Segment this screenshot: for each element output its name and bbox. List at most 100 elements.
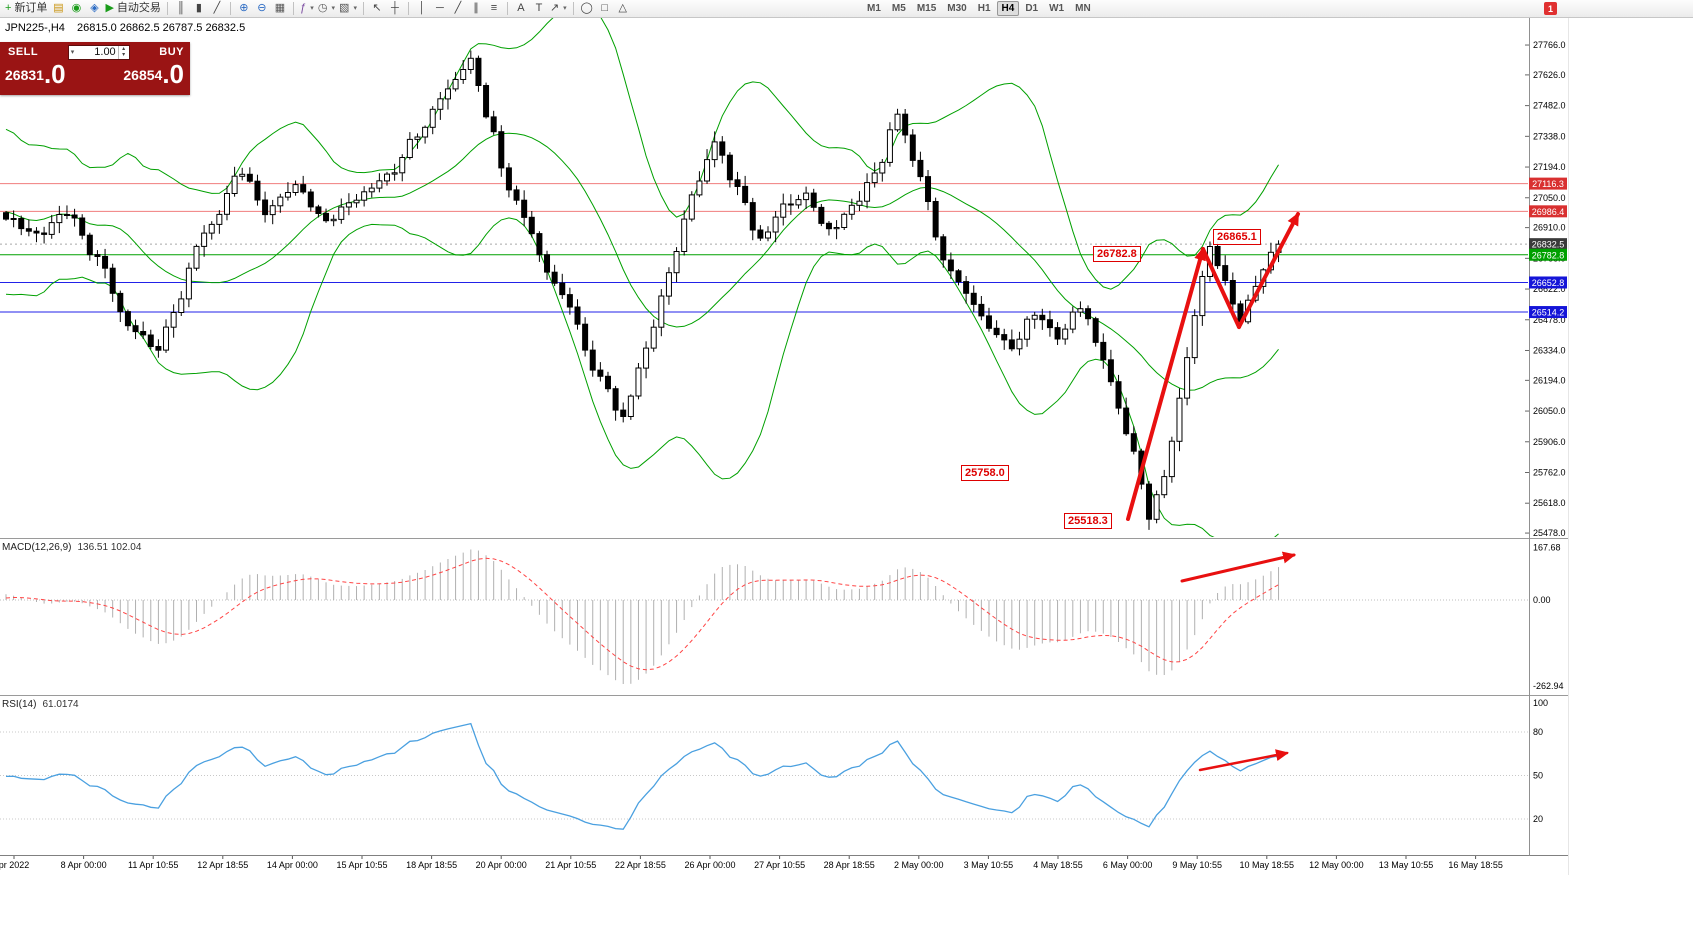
svg-text:27626.0: 27626.0 xyxy=(1533,70,1566,80)
volume-down-icon[interactable]: ▾ xyxy=(122,52,126,58)
svg-text:28 Apr 18:55: 28 Apr 18:55 xyxy=(824,860,875,870)
buy-price-big: .0 xyxy=(162,59,184,89)
toolbar-separator xyxy=(572,2,574,15)
tf-button-h1[interactable]: H1 xyxy=(977,3,991,14)
sell-button[interactable]: SELL xyxy=(8,46,39,58)
toolbar-separator xyxy=(166,2,168,15)
buy-button[interactable]: BUY xyxy=(159,46,184,58)
triangle-tool-button[interactable]: △ xyxy=(614,1,632,17)
zoom-out-button[interactable]: ⊖ xyxy=(253,1,271,17)
auto-trading-button[interactable]: ▶ 自动交易 xyxy=(103,1,162,17)
svg-text:26910.0: 26910.0 xyxy=(1533,223,1566,233)
sell-price-big: .0 xyxy=(43,59,66,89)
tf-button-w1[interactable]: W1 xyxy=(1049,3,1065,14)
text-icon: A xyxy=(517,2,525,14)
zoom-in-button[interactable]: ⊕ xyxy=(235,1,253,17)
notification-badge[interactable]: 1 xyxy=(1544,2,1557,15)
arrow-icon: ↗ xyxy=(549,2,560,14)
market-watch-button[interactable]: ▤ xyxy=(49,1,67,17)
svg-text:9 May 10:55: 9 May 10:55 xyxy=(1172,860,1222,870)
tf-button-mn[interactable]: MN xyxy=(1075,3,1091,14)
svg-text:-262.94: -262.94 xyxy=(1533,681,1564,691)
rectangle-icon: □ xyxy=(601,2,609,14)
rsi-name: RSI(14) xyxy=(2,699,37,710)
templates-button[interactable]: ▧ ▾ xyxy=(337,1,359,17)
horizontal-line-icon: ─ xyxy=(436,2,444,14)
svg-text:2 May 00:00: 2 May 00:00 xyxy=(894,860,944,870)
svg-text:10 May 18:55: 10 May 18:55 xyxy=(1240,860,1295,870)
auto-trading-label: 自动交易 xyxy=(116,2,161,14)
svg-text:26 Apr 00:00: 26 Apr 00:00 xyxy=(684,860,735,870)
navigator-button[interactable]: ◉ xyxy=(67,1,85,17)
buy-price-main: 26854 xyxy=(123,67,163,83)
buy-price[interactable]: 26854 .0 xyxy=(123,59,184,89)
tf-button-m5[interactable]: M5 xyxy=(891,3,906,14)
svg-text:12 Apr 18:55: 12 Apr 18:55 xyxy=(197,860,248,870)
line-chart-button[interactable]: ╱ xyxy=(208,1,226,17)
templates-icon: ▧ xyxy=(339,2,350,14)
price-annotation[interactable]: 25518.3 xyxy=(1064,513,1112,529)
chart-symbol-label: JPN225-,H4 26815.0 26862.5 26787.5 26832… xyxy=(5,22,245,34)
rectangle-tool-button[interactable]: □ xyxy=(596,1,614,17)
arrow-tool-button[interactable]: ↗ ▾ xyxy=(548,1,569,17)
svg-text:26194.0: 26194.0 xyxy=(1533,375,1566,385)
ellipse-icon: ◯ xyxy=(580,2,593,14)
vertical-line-tool-button[interactable]: │ xyxy=(413,1,431,17)
fibonacci-icon: ≡ xyxy=(490,2,498,14)
tf-button-m1[interactable]: M1 xyxy=(867,3,881,14)
svg-text:14 Apr 00:00: 14 Apr 00:00 xyxy=(267,860,318,870)
vertical-line-icon: │ xyxy=(418,2,426,14)
bar-chart-icon: ║ xyxy=(177,2,185,14)
tile-windows-button[interactable]: ▦ xyxy=(271,1,289,17)
crosshair-tool-button[interactable]: ┼ xyxy=(386,1,404,17)
text-tool-button[interactable]: A xyxy=(512,1,530,17)
candlestick-icon: ▮ xyxy=(195,2,202,14)
volume-stepper[interactable]: ▾ 1.00 ▴ ▾ xyxy=(67,44,130,60)
svg-text:26832.5: 26832.5 xyxy=(1532,240,1565,250)
fibonacci-tool-button[interactable]: ≡ xyxy=(485,1,503,17)
bar-chart-button[interactable]: ║ xyxy=(172,1,190,17)
svg-text:16 May 18:55: 16 May 18:55 xyxy=(1448,860,1503,870)
svg-text:27050.0: 27050.0 xyxy=(1533,193,1566,203)
svg-text:26050.0: 26050.0 xyxy=(1533,406,1566,416)
market-watch-icon: ▤ xyxy=(53,2,64,14)
svg-text:27194.0: 27194.0 xyxy=(1533,162,1566,172)
volume-spinner: ▴ ▾ xyxy=(117,45,129,59)
price-annotation[interactable]: 26865.1 xyxy=(1213,229,1261,245)
price-annotation[interactable]: 25758.0 xyxy=(961,465,1009,481)
sell-price[interactable]: 26831 .0 xyxy=(5,59,66,89)
tf-button-m15[interactable]: M15 xyxy=(916,3,937,14)
volume-up-icon[interactable]: ▴ xyxy=(122,46,126,52)
zoom-in-icon: ⊕ xyxy=(239,2,249,14)
ellipse-tool-button[interactable]: ◯ xyxy=(578,1,596,17)
rsi-value: 61.0174 xyxy=(42,699,79,710)
cursor-tool-button[interactable]: ↖ xyxy=(368,1,386,17)
periods-button[interactable]: ◷ ▾ xyxy=(316,1,337,17)
volume-value[interactable]: 1.00 xyxy=(94,46,116,58)
chevron-down-icon: ▾ xyxy=(353,5,357,12)
toolbar-separator xyxy=(362,2,364,15)
price-annotation[interactable]: 26782.8 xyxy=(1093,246,1141,262)
rsi-indicator-label: RSI(14) 61.0174 xyxy=(2,699,79,710)
volume-dropdown-icon[interactable]: ▾ xyxy=(70,49,75,56)
trendline-tool-button[interactable]: ╱ xyxy=(449,1,467,17)
sell-price-main: 26831 xyxy=(5,67,44,83)
svg-text:26478.0: 26478.0 xyxy=(1533,315,1566,325)
svg-text:80: 80 xyxy=(1533,727,1543,737)
label-tool-button[interactable]: T xyxy=(530,1,548,17)
terminal-button[interactable]: ◈ xyxy=(85,1,103,17)
candlestick-button[interactable]: ▮ xyxy=(190,1,208,17)
indicators-button[interactable]: ƒ ▾ xyxy=(298,1,316,17)
horizontal-line-tool-button[interactable]: ─ xyxy=(431,1,449,17)
svg-text:26622.0: 26622.0 xyxy=(1533,284,1566,294)
tf-button-h4[interactable]: H4 xyxy=(996,1,1020,16)
svg-text:20 Apr 00:00: 20 Apr 00:00 xyxy=(476,860,527,870)
new-order-button[interactable]: + 新订单 xyxy=(3,1,49,17)
toolbar-separator xyxy=(506,2,508,15)
channel-tool-button[interactable]: ∥ xyxy=(467,1,485,17)
tf-button-d1[interactable]: D1 xyxy=(1025,3,1039,14)
new-order-icon: + xyxy=(5,2,12,14)
tf-button-m30[interactable]: M30 xyxy=(947,3,967,14)
timeframe-toolbar: M1 M5 M15 M30 H1 H4 D1 W1 MN xyxy=(862,1,1096,16)
